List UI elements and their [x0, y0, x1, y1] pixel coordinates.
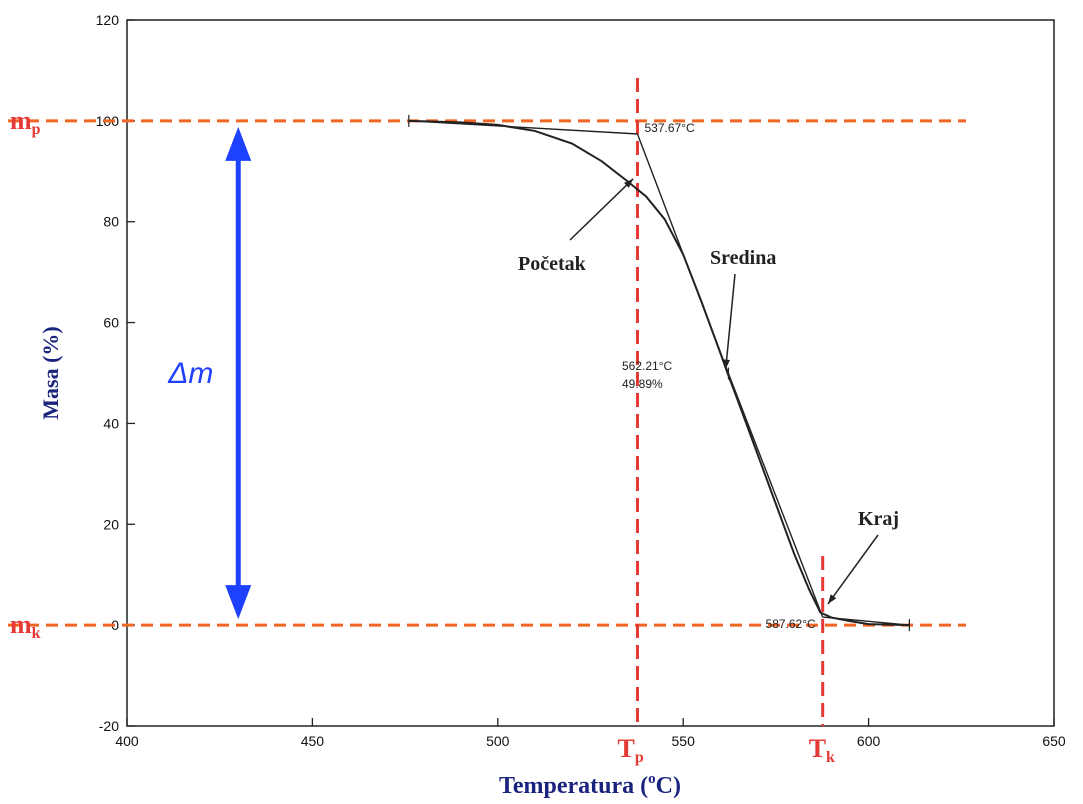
- reference-line-group: mp mk Tp Tk Δm: [8, 78, 966, 766]
- pocetak-arrow-head: [624, 178, 634, 188]
- x-tick-label-600: 600: [857, 733, 881, 749]
- x-tick-label-400: 400: [115, 733, 139, 749]
- tk-subscript: k: [826, 749, 835, 766]
- x-tick-label-500: 500: [486, 733, 510, 749]
- y-tick-label-120: 120: [96, 12, 120, 28]
- y-tick-label-0: 0: [111, 617, 119, 633]
- y-axis-title: Masa (%): [38, 326, 63, 419]
- x-tick-label-450: 450: [301, 733, 325, 749]
- point-label-group: 537.67°C 562.21°C 49.89% 587.62°C: [622, 121, 816, 631]
- y-tick-label--20: -20: [99, 718, 119, 734]
- value-label-mid-temp: 562.21°C: [622, 359, 673, 373]
- tangent-line-3: [727, 373, 824, 618]
- annotation-pocetak: Početak: [518, 253, 587, 275]
- delta-label: Δm: [167, 357, 213, 390]
- value-label-onset: 537.67°C: [644, 121, 695, 135]
- value-label-mid-mass: 49.89%: [622, 377, 663, 391]
- mk-label: mk: [10, 610, 41, 642]
- plot-frame: [126, 19, 1055, 727]
- annotation-arrow-group: Početak Sredina Kraj: [518, 178, 899, 605]
- mk-subscript: k: [32, 625, 41, 642]
- x-tick-label-550: 550: [672, 733, 696, 749]
- mp-label: mp: [10, 106, 41, 138]
- delta-arrow-head-bottom: [225, 585, 252, 620]
- sredina-arrow-line: [724, 273, 736, 370]
- y-tick-label-60: 60: [103, 315, 119, 331]
- y-tick-label-80: 80: [103, 214, 119, 230]
- annotation-sredina: Sredina: [710, 247, 776, 269]
- sredina-arrow-head: [723, 359, 731, 369]
- tangent-line-1: [408, 120, 638, 135]
- tk-label: Tk: [809, 734, 835, 766]
- tangent-line-group: [408, 114, 910, 632]
- annotation-kraj: Kraj: [858, 508, 899, 530]
- y-tick-label-20: 20: [103, 516, 119, 532]
- tp-label: Tp: [617, 734, 643, 766]
- kraj-arrow-line: [827, 534, 879, 605]
- value-label-end: 587.62°C: [766, 617, 817, 631]
- mass-curve-line: [408, 119, 910, 627]
- x-tick-label-650: 650: [1042, 733, 1066, 749]
- y-tick-label-40: 40: [103, 415, 119, 431]
- x-axis-title: Temperatura (oC): [499, 771, 681, 799]
- mass-curve-group: [408, 119, 910, 627]
- kraj-arrow-head: [827, 594, 837, 604]
- delta-arrow-head-top: [225, 126, 252, 161]
- pocetak-arrow-line: [569, 178, 634, 241]
- tp-subscript: p: [635, 749, 644, 766]
- mp-subscript: p: [32, 121, 41, 138]
